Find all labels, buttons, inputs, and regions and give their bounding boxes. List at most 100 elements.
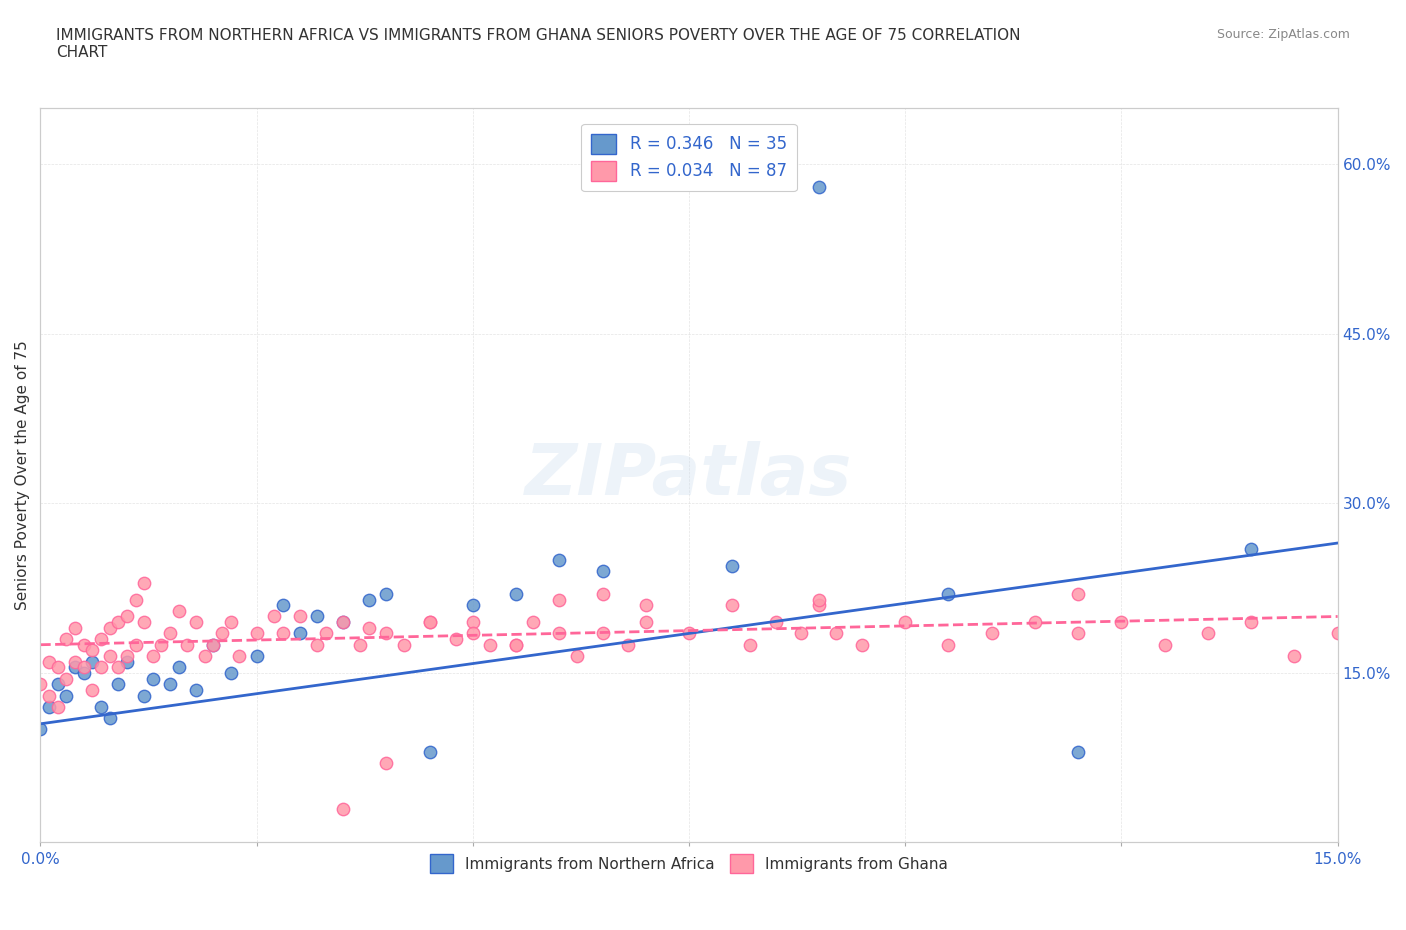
Point xyxy=(184,683,207,698)
Point xyxy=(349,637,371,652)
Point xyxy=(124,592,146,607)
Point xyxy=(46,699,69,714)
Point xyxy=(307,637,329,652)
Point xyxy=(263,609,285,624)
Point xyxy=(246,626,269,641)
Text: ZIPatlas: ZIPatlas xyxy=(526,441,852,510)
Point xyxy=(332,801,354,816)
Point xyxy=(938,587,960,602)
Point xyxy=(807,592,830,607)
Point xyxy=(115,654,138,669)
Point xyxy=(202,637,225,652)
Point xyxy=(807,598,830,613)
Point xyxy=(1067,587,1090,602)
Point xyxy=(1240,615,1263,630)
Point xyxy=(142,648,165,663)
Point xyxy=(90,631,112,646)
Point xyxy=(765,615,787,630)
Point xyxy=(634,615,657,630)
Point xyxy=(1067,745,1090,760)
Point xyxy=(634,598,657,613)
Point xyxy=(505,637,527,652)
Point xyxy=(565,648,588,663)
Point xyxy=(332,615,354,630)
Point xyxy=(522,615,544,630)
Point xyxy=(107,660,129,675)
Point xyxy=(825,626,848,641)
Point xyxy=(315,626,337,641)
Point xyxy=(1153,637,1175,652)
Point xyxy=(167,660,190,675)
Point xyxy=(461,598,484,613)
Point xyxy=(721,558,744,573)
Point xyxy=(479,637,502,652)
Point xyxy=(1067,626,1090,641)
Text: Source: ZipAtlas.com: Source: ZipAtlas.com xyxy=(1216,28,1350,41)
Text: IMMIGRANTS FROM NORTHERN AFRICA VS IMMIGRANTS FROM GHANA SENIORS POVERTY OVER TH: IMMIGRANTS FROM NORTHERN AFRICA VS IMMIG… xyxy=(56,28,1021,60)
Point xyxy=(124,637,146,652)
Point xyxy=(678,626,700,641)
Point xyxy=(82,683,104,698)
Point xyxy=(288,626,311,641)
Point xyxy=(738,637,761,652)
Point xyxy=(617,637,640,652)
Point xyxy=(159,626,181,641)
Point xyxy=(73,637,96,652)
Point xyxy=(134,575,156,590)
Point xyxy=(63,660,86,675)
Point xyxy=(851,637,873,652)
Point xyxy=(98,620,121,635)
Point xyxy=(228,648,250,663)
Point xyxy=(419,615,441,630)
Point xyxy=(444,631,467,646)
Point xyxy=(82,654,104,669)
Point xyxy=(98,711,121,725)
Point xyxy=(392,637,415,652)
Point xyxy=(419,615,441,630)
Point xyxy=(107,615,129,630)
Point xyxy=(30,677,52,692)
Point xyxy=(176,637,198,652)
Point xyxy=(55,631,77,646)
Point xyxy=(307,609,329,624)
Point xyxy=(55,671,77,686)
Legend: Immigrants from Northern Africa, Immigrants from Ghana: Immigrants from Northern Africa, Immigra… xyxy=(423,848,955,879)
Point xyxy=(271,598,294,613)
Point xyxy=(38,699,60,714)
Point xyxy=(150,637,173,652)
Point xyxy=(807,179,830,194)
Point xyxy=(82,643,104,658)
Point xyxy=(55,688,77,703)
Point xyxy=(548,592,571,607)
Point xyxy=(790,626,813,641)
Point xyxy=(592,564,614,578)
Point xyxy=(332,615,354,630)
Point xyxy=(219,666,242,681)
Point xyxy=(505,637,527,652)
Point xyxy=(184,615,207,630)
Point xyxy=(246,648,269,663)
Point xyxy=(980,626,1002,641)
Point xyxy=(1284,648,1306,663)
Point xyxy=(375,756,398,771)
Point xyxy=(375,587,398,602)
Point xyxy=(202,637,225,652)
Y-axis label: Seniors Poverty Over the Age of 75: Seniors Poverty Over the Age of 75 xyxy=(15,340,30,610)
Point xyxy=(548,626,571,641)
Point xyxy=(375,626,398,641)
Point xyxy=(1111,615,1133,630)
Point xyxy=(211,626,233,641)
Point xyxy=(63,620,86,635)
Point xyxy=(357,592,380,607)
Point xyxy=(461,626,484,641)
Point xyxy=(461,615,484,630)
Point xyxy=(1240,541,1263,556)
Point xyxy=(194,648,217,663)
Point xyxy=(38,654,60,669)
Point xyxy=(38,688,60,703)
Point xyxy=(592,587,614,602)
Point xyxy=(73,666,96,681)
Point xyxy=(548,552,571,567)
Point xyxy=(73,660,96,675)
Point xyxy=(1326,626,1348,641)
